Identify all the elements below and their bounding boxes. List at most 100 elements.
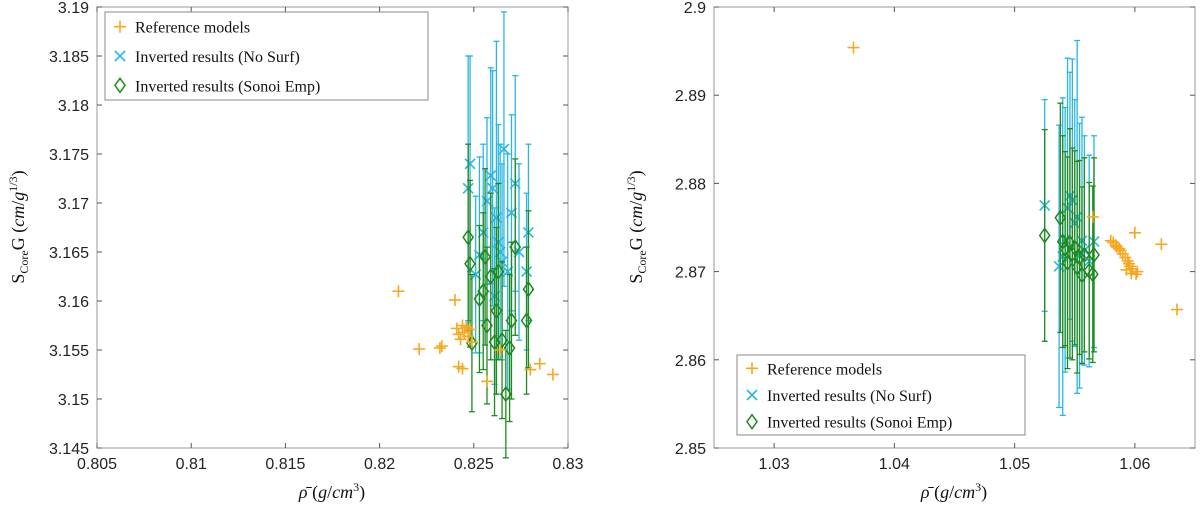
point-reference: [456, 362, 469, 375]
y-tick-label-right: 2.85: [675, 441, 706, 458]
y-tick-label-left: 3.185: [49, 49, 89, 66]
point-sonoi: [520, 312, 533, 329]
point-reference: [1121, 255, 1134, 268]
legend-box-left: [104, 11, 429, 101]
point-sonoi: [490, 302, 503, 320]
legend-marker-no-surf: [114, 50, 126, 62]
x-tick-label-right: 1.03: [759, 456, 790, 473]
ticks-left: 0.805 0.81 0.815 0.82 0.825 0.83 3.145 3.15 3.15…: [49, 0, 584, 473]
y-tick-label-left: 3.18: [58, 98, 89, 115]
point-sonoi: [479, 248, 492, 266]
point-reference: [1128, 226, 1141, 239]
y-tick-label-right: 2.89: [675, 88, 706, 105]
legend-marker-reference: [746, 362, 758, 375]
point-reference: [847, 41, 860, 54]
x-tick-label-left: 0.82: [364, 456, 395, 473]
point-no-surf: [464, 158, 476, 170]
y-tick-label-left: 3.155: [49, 343, 89, 360]
point-reference: [524, 363, 537, 376]
point-sonoi: [464, 255, 476, 273]
point-reference: [392, 285, 405, 298]
x-axis-label-left: ρ̄ (g/cm3): [298, 480, 365, 503]
marks-right: [847, 39, 1183, 417]
y-tick-label-right: 2.86: [675, 353, 706, 370]
y-tick-label-left: 3.17: [58, 196, 89, 213]
point-reference: [480, 375, 493, 388]
chart-left: 0.805 0.81 0.815 0.82 0.825 0.83 3.145 3.15 3.15…: [6, 0, 584, 503]
point-reference: [413, 343, 426, 356]
legend-marker-no-surf: [746, 389, 758, 401]
x-tick-label-left: 0.83: [552, 456, 583, 473]
y-tick-label-left: 3.19: [58, 0, 89, 17]
point-reference: [465, 336, 478, 349]
point-sonoi: [1073, 249, 1086, 266]
legend-left: Reference models Inverted results (No Sur…: [104, 11, 429, 101]
y-tick-label-right: 2.87: [675, 265, 706, 282]
legend-label-sonoi: Inverted results (Sonoi Emp): [767, 415, 952, 432]
y-tick-label-left: 3.165: [49, 245, 89, 262]
ticks-right: 1.03 1.04 1.05 1.06 2.85 2.86 2.87 2.88 2.89 2.9: [675, 0, 1195, 473]
error-bar-sonoi: [502, 329, 509, 459]
error-bar-sonoi: [495, 182, 502, 361]
point-sonoi: [1054, 209, 1067, 227]
error-bar-sonoi: [1081, 157, 1088, 353]
point-reference: [435, 340, 448, 353]
y-tick-label-right: 2.9: [684, 0, 706, 17]
y-tick-label-left: 3.175: [49, 147, 89, 164]
point-sonoi: [1059, 240, 1072, 257]
point-sonoi: [522, 280, 535, 298]
x-tick-label-left: 0.815: [265, 456, 305, 473]
x-tick-label-right: 1.04: [879, 456, 910, 473]
point-sonoi: [1066, 245, 1079, 263]
point-reference: [452, 328, 465, 341]
point-reference: [1086, 210, 1099, 223]
point-reference: [450, 322, 463, 335]
x-tick-label-right: 1.05: [999, 456, 1030, 473]
x-tick-label-left: 0.81: [176, 456, 207, 473]
point-sonoi: [1068, 239, 1081, 257]
y-tick-label-right: 2.88: [675, 176, 706, 193]
error-bar-sonoi: [1041, 128, 1048, 342]
y-tick-label-left: 3.145: [49, 441, 89, 458]
legend-marker-reference: [114, 20, 126, 33]
y-tick-label-left: 3.16: [58, 294, 89, 311]
point-reference: [494, 344, 507, 356]
error-bar-sonoi: [1090, 157, 1097, 353]
legend-label-reference: Reference models: [135, 20, 250, 37]
chart-right: 1.03 1.04 1.05 1.062.852.862.872.882.892.9 …: [624, 0, 1196, 503]
error-bar-sonoi: [512, 158, 519, 336]
point-sonoi: [1086, 265, 1099, 283]
legend-label-no-surf: Inverted results (No Surf): [767, 388, 932, 405]
point-reference: [1130, 268, 1143, 281]
y-tick-label-left: 3.15: [58, 392, 89, 409]
point-no-surf: [485, 169, 497, 182]
error-bar-sonoi: [1086, 181, 1093, 360]
point-no-surf: [498, 143, 510, 155]
point-sonoi: [1038, 227, 1051, 244]
point-sonoi: [462, 229, 475, 246]
x-tick-label-left: 0.805: [77, 456, 117, 473]
legend-marker-sonoi: [746, 413, 758, 430]
point-sonoi: [1078, 246, 1091, 264]
point-reference: [1155, 238, 1168, 251]
point-reference: [448, 294, 461, 307]
point-reference: [454, 333, 467, 346]
legend-label-sonoi: Inverted results (Sonoi Emp): [135, 78, 320, 95]
x-axis-label-right: ρ̄ (g/cm3): [920, 480, 987, 503]
x-tick-label-right: 1.06: [1119, 456, 1150, 473]
error-bar-sonoi: [487, 192, 494, 361]
point-reference: [1131, 265, 1144, 278]
legend-marker-sonoi: [114, 77, 126, 94]
error-bar-sonoi: [1059, 135, 1066, 349]
marks-left: [111, 11, 559, 459]
legend-label-reference: Reference models: [767, 361, 882, 378]
legend-box-right: [736, 354, 1026, 436]
y-axis-label-left: SCoreG (cm/g1/3): [6, 170, 31, 283]
point-sonoi: [1088, 246, 1100, 264]
point-sonoi: [503, 339, 516, 357]
point-sonoi: [1056, 233, 1069, 250]
point-reference: [1125, 267, 1138, 280]
error-bar-sonoi: [476, 224, 483, 374]
point-reference: [533, 357, 546, 370]
